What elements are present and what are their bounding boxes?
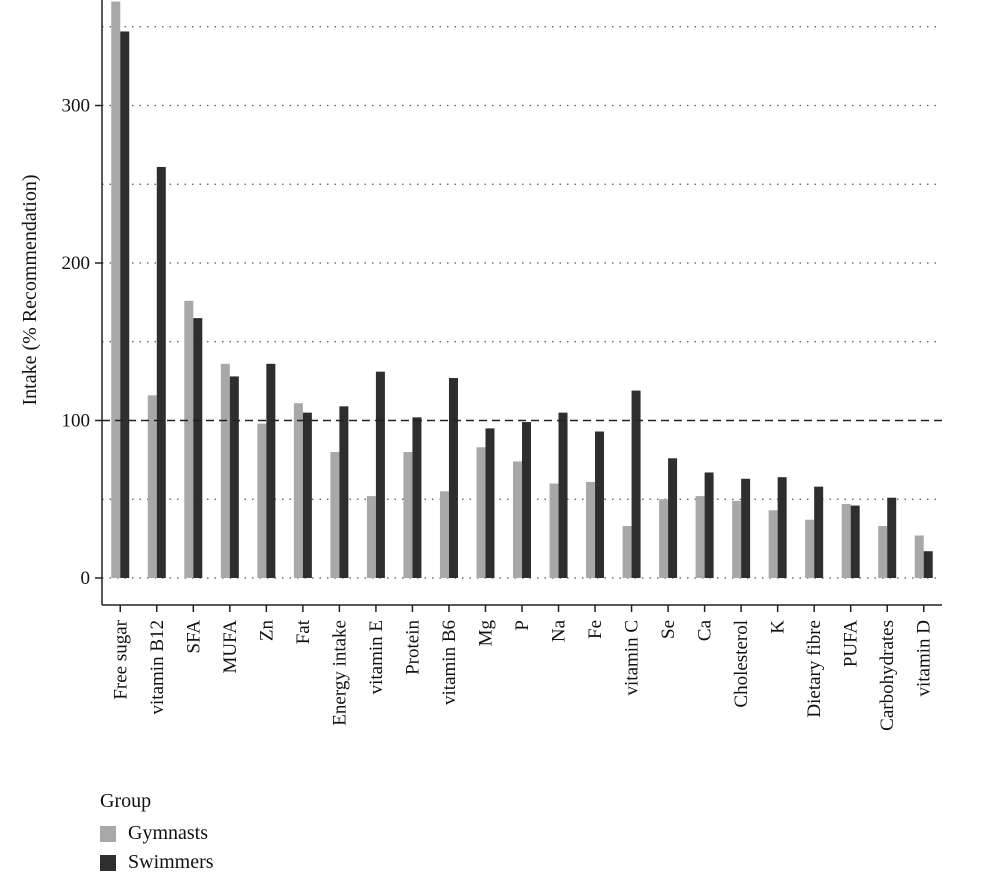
bar-gymnasts [659, 499, 669, 578]
bar-gymnasts [805, 519, 815, 578]
x-tick-label: SFA [183, 620, 204, 654]
x-axis-ticks: Free sugar vitamin B12 SFA MUFA Zn Fat Energy … [110, 605, 935, 731]
x-tick-label: Zn [256, 620, 277, 642]
bar-gymnasts [586, 481, 596, 578]
bar-gymnasts [403, 452, 413, 578]
bar-swimmers [156, 166, 166, 579]
bar-gymnasts [549, 483, 559, 578]
bar-gymnasts [330, 452, 340, 578]
bar-gymnasts [841, 503, 851, 578]
x-tick-label: vitamin C [622, 620, 643, 695]
y-tick-label: 0 [81, 568, 91, 589]
x-tick-label: K [768, 620, 789, 634]
bar-swimmers [668, 458, 678, 578]
x-tick-label: vitamin B6 [439, 620, 460, 705]
bar-gymnasts [147, 395, 157, 578]
bar-swimmers [302, 412, 312, 578]
bar-swimmers [558, 412, 568, 578]
x-tick-label: Free sugar [110, 619, 131, 699]
y-tick-label: 100 [62, 411, 91, 432]
bar-swimmers [266, 363, 276, 578]
bar-gymnasts [732, 500, 742, 578]
bar-gymnasts [111, 1, 121, 579]
x-tick-label: vitamin E [366, 620, 387, 694]
x-tick-label: Energy intake [329, 620, 350, 726]
bars [111, 1, 933, 579]
x-tick-label: vitamin D [914, 620, 935, 697]
x-tick-label: vitamin B12 [147, 620, 168, 714]
bar-gymnasts [622, 526, 632, 578]
bar-swimmers [887, 497, 897, 578]
bar-gymnasts [768, 510, 778, 578]
bar-swimmers [923, 551, 933, 578]
x-tick-label: P [512, 620, 533, 631]
y-tick-label: 200 [62, 253, 91, 274]
x-tick-label: Dietary fibre [804, 620, 825, 718]
x-tick-label: Mg [475, 620, 496, 647]
legend-item-gymnasts: Gymnasts [100, 819, 214, 848]
bar-gymnasts [366, 496, 376, 578]
bar-swimmers [631, 390, 641, 578]
bar-gymnasts [184, 300, 194, 578]
bar-swimmers [193, 318, 203, 578]
bar-swimmers [741, 478, 751, 578]
x-tick-label: Carbohydrates [877, 620, 898, 731]
x-tick-label: Protein [402, 620, 423, 675]
bar-gymnasts [220, 363, 230, 578]
bar-gymnasts [513, 461, 522, 578]
y-axis-title: Intake (% Recommendation) [19, 174, 41, 405]
bar-swimmers [522, 422, 531, 578]
bar-gymnasts [439, 491, 449, 578]
bar-swimmers [850, 505, 860, 578]
bar-swimmers [485, 428, 495, 578]
bar-swimmers [120, 31, 130, 579]
bar-swimmers [814, 486, 824, 578]
legend-swatch-gymnasts [100, 825, 116, 842]
x-tick-label: Se [658, 620, 679, 639]
legend-label-swimmers: Swimmers [128, 851, 214, 873]
bar-swimmers [375, 371, 385, 578]
x-tick-label: MUFA [220, 620, 241, 674]
y-axis-ticks: 0 100 200 300 [62, 96, 102, 589]
x-tick-label: Fat [293, 619, 314, 644]
bar-gymnasts [878, 526, 888, 578]
legend-label-gymnasts: Gymnasts [128, 822, 208, 844]
x-tick-label: Cholesterol [731, 620, 752, 708]
bar-swimmers [229, 376, 239, 578]
bar-gymnasts [293, 403, 303, 578]
bar-gymnasts [257, 423, 267, 578]
bar-swimmers [704, 472, 714, 578]
legend-item-swimmers: Swimmers [100, 848, 214, 877]
legend: Group Gymnasts Swimmers [100, 790, 214, 877]
bar-swimmers [412, 417, 422, 578]
x-tick-label: Fe [585, 620, 606, 639]
bar-gymnasts [914, 535, 924, 578]
x-tick-label: Na [549, 619, 570, 642]
legend-title: Group [100, 790, 152, 812]
y-tick-label: 300 [62, 96, 91, 117]
bar-swimmers [339, 406, 349, 578]
x-tick-label: PUFA [841, 620, 862, 667]
x-tick-label: Ca [695, 619, 716, 641]
bar-swimmers [448, 377, 458, 578]
legend-swatch-swimmers [100, 854, 116, 871]
bar-gymnasts [476, 447, 486, 578]
bar-swimmers [595, 431, 605, 578]
bar-swimmers [777, 477, 787, 578]
bar-gymnasts [695, 496, 705, 578]
